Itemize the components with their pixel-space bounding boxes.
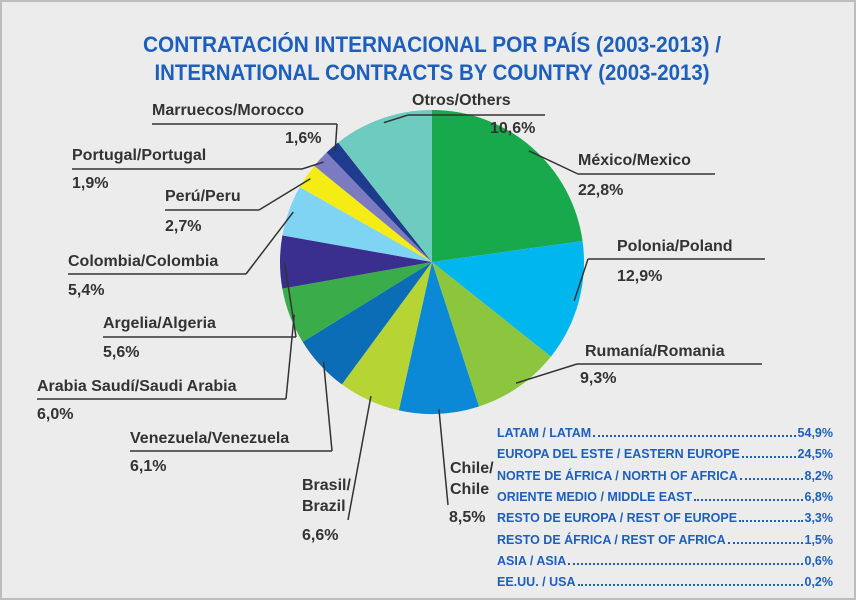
leader-line <box>283 261 297 338</box>
value-label: 1,6% <box>285 130 322 147</box>
slice-label: Perú/Peru <box>165 188 241 205</box>
value-label: 10,6% <box>490 120 536 137</box>
slice-label: Arabia Saudí/Saudi Arabia <box>37 378 237 395</box>
leader-line <box>573 258 589 302</box>
summary-name: ASIA / ASIA <box>497 553 567 568</box>
summary-dots <box>593 426 796 437</box>
summary-row: RESTO DE ÁFRICA / REST OF AFRICA 1,5% <box>497 533 833 547</box>
leader-line <box>515 363 578 384</box>
summary-name: EUROPA DEL ESTE / EASTERN EUROPE <box>497 447 740 462</box>
chart-subtitle: INTERNATIONAL CONTRACTS BY COUNTRY (2003… <box>155 60 710 85</box>
value-label: 2,7% <box>165 218 202 235</box>
summary-dots <box>568 554 803 565</box>
summary-name: ORIENTE MEDIO / MIDDLE EAST <box>497 489 693 504</box>
slice-label: Argelia/Algeria <box>103 315 216 332</box>
slice-label: Chile/ Chile <box>450 460 494 498</box>
pie-slice <box>326 142 432 262</box>
pie-slice <box>338 110 432 262</box>
summary-value: 24,5% <box>797 447 833 462</box>
slice-label: Colombia/Colombia <box>68 253 219 270</box>
leader-line <box>301 161 324 170</box>
summary-name: LATAM / LATAM <box>497 426 592 440</box>
pie-slice <box>432 241 584 357</box>
pie-slice <box>432 110 583 262</box>
summary-name: NORTE DE ÁFRICA / NORTH OF AFRICA <box>497 468 738 483</box>
summary-value: 8,2% <box>804 468 834 483</box>
value-label: 8,5% <box>449 509 486 526</box>
pie-slice <box>302 262 432 385</box>
slice-label: Otros/Others <box>412 92 511 109</box>
summary-row: RESTO DE EUROPA / REST OF EUROPE 3,3% <box>497 511 833 525</box>
summary-row: NORTE DE ÁFRICA / NORTH OF AFRICA 8,2% <box>497 469 833 483</box>
slice-label: México/Mexico <box>578 152 691 169</box>
value-label: 6,0% <box>37 406 74 423</box>
leader-line <box>347 396 372 521</box>
pie-slice <box>280 235 432 289</box>
summary-value: 0,2% <box>804 575 834 590</box>
leader-line <box>245 211 294 275</box>
pie-slice <box>398 262 479 414</box>
leader-line <box>258 178 311 211</box>
leader-line <box>383 114 409 124</box>
summary-dots <box>739 511 803 523</box>
value-label: 6,6% <box>302 527 339 544</box>
pie-slice <box>282 262 432 342</box>
value-label: 5,6% <box>103 344 140 361</box>
pie-slice <box>314 152 432 262</box>
leader-line <box>528 150 579 175</box>
summary-row: LATAM / LATAM 54,9% <box>497 426 833 440</box>
summary-row: EUROPA DEL ESTE / EASTERN EUROPE 24,5% <box>497 447 833 461</box>
summary-value: 1,5% <box>804 532 834 547</box>
summary-value: 0,6% <box>804 553 834 568</box>
slice-label: Brasil/ Brazil <box>302 477 351 515</box>
leader-line <box>285 314 295 400</box>
value-label: 9,3% <box>580 370 617 387</box>
summary-value: 54,9% <box>797 426 833 440</box>
slice-label: Portugal/Portugal <box>72 147 207 164</box>
summary-value: 6,8% <box>804 489 834 504</box>
summary-dots <box>727 533 803 544</box>
slice-label: Venezuela/Venezuela <box>130 430 290 447</box>
summary-row: EE.UU. / USA 0,2% <box>497 575 833 589</box>
leader-line <box>322 361 333 452</box>
slice-label: Rumanía/Romania <box>585 343 725 360</box>
summary-value: 3,3% <box>804 511 834 526</box>
pie-slice <box>299 165 432 262</box>
summary-row: ASIA / ASIA 0,6% <box>497 554 833 568</box>
pie-slice <box>341 262 432 411</box>
value-label: 12,9% <box>617 268 663 285</box>
summary-dots <box>741 447 796 459</box>
value-label: 6,1% <box>130 458 167 475</box>
pie-slice <box>432 262 551 407</box>
summary-dots <box>739 469 803 480</box>
summary-dots <box>694 490 803 501</box>
pie-slice <box>282 187 432 262</box>
slice-label: Polonia/Poland <box>617 238 733 255</box>
slice-label: Marruecos/Morocco <box>152 102 305 119</box>
value-label: 1,9% <box>72 175 109 192</box>
summary-name: RESTO DE EUROPA / REST OF EUROPE <box>497 511 738 526</box>
leader-line <box>438 409 449 506</box>
leader-line <box>334 123 338 151</box>
summary-dots <box>577 575 803 587</box>
summary-name: RESTO DE ÁFRICA / REST OF AFRICA <box>497 532 726 547</box>
value-label: 22,8% <box>578 182 624 199</box>
chart-title: CONTRATACIÓN INTERNACIONAL POR PAÍS (200… <box>143 32 721 57</box>
summary-row: ORIENTE MEDIO / MIDDLE EAST 6,8% <box>497 490 833 504</box>
value-label: 5,4% <box>68 282 105 299</box>
summary-name: EE.UU. / USA <box>497 575 576 590</box>
